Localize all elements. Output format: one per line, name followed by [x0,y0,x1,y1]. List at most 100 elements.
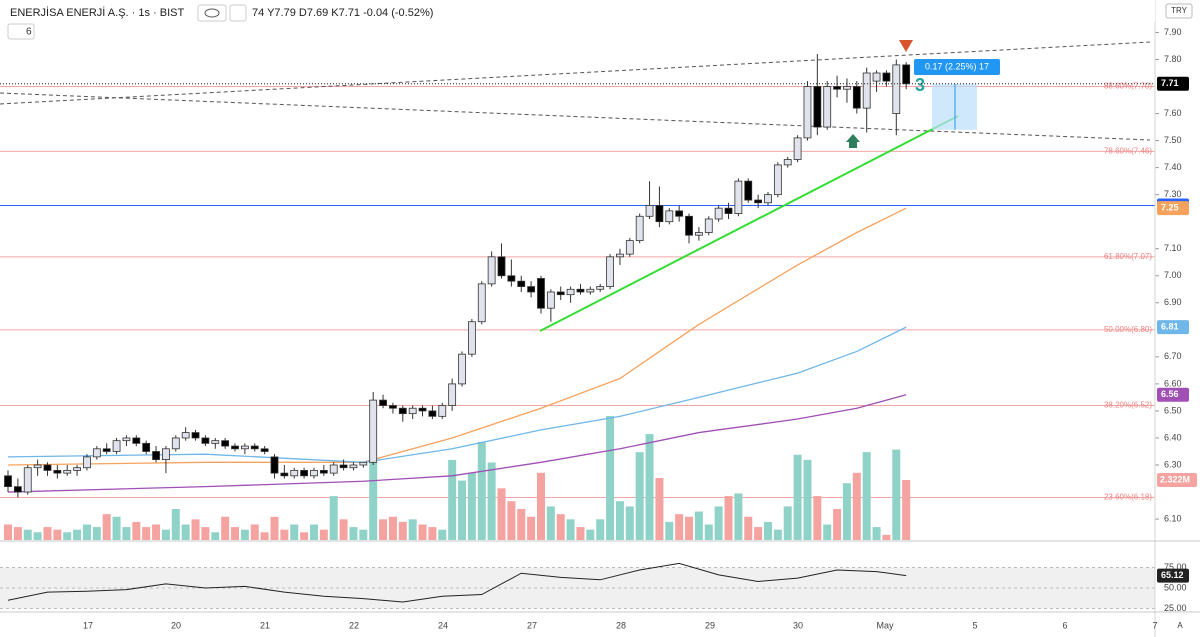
candle-body [467,321,476,355]
eye-icon [204,8,220,18]
candle-body [685,215,693,236]
x-tick-label: 6 [1062,620,1067,630]
volume-bar [615,501,624,540]
fib-label: 23.60%(6.18) [1104,493,1152,502]
candle-body [566,288,575,296]
auto-scale[interactable]: A [1177,621,1183,630]
fib-label: 78.60%(7.46) [1104,147,1152,156]
volume-bar [833,508,842,540]
candle-body [596,286,605,290]
volume-bar [902,480,911,540]
candle-body [191,432,200,439]
candle-body [882,72,891,82]
y-tick-label: 6.90 [1164,297,1182,307]
volume-bar [527,516,536,540]
candle-body [902,64,911,85]
candle-body [73,467,81,471]
volume-bar [458,480,467,540]
candle-body [112,440,121,452]
volume-bar [388,516,397,540]
last-price-badge: 7.71 [1161,78,1179,88]
candle-body [497,256,506,277]
candle-body [892,64,901,114]
candle-body [872,72,881,82]
volume-bar [191,519,200,540]
candle-body [162,448,170,460]
candle-body [793,137,802,160]
volume-bar [309,524,318,540]
volume-bar [606,415,615,540]
trend-channel-upper [0,41,1151,105]
fib-label: 50.00%(6.80) [1104,325,1152,334]
volume-bar [714,506,723,540]
volume-bar [250,524,259,540]
volume-bar [349,527,358,540]
symbol-title[interactable]: ENERJİSA ENERJİ A.Ş. · 1s · BIST [10,6,184,19]
x-tick-label: 24 [438,620,448,630]
currency-box[interactable] [1165,3,1193,19]
ma-badge: 7.25 [1161,203,1179,213]
indicators-toggle[interactable] [7,23,35,40]
volume-bar [862,452,871,540]
indicator-count: 6 [26,27,32,38]
ma-badge: 6.81 [1161,322,1179,332]
volume-bar [260,532,269,540]
eye-button[interactable] [197,4,227,22]
candle-body [458,353,466,385]
candle-body [379,399,387,406]
up-arrow [846,134,860,142]
ma-badge-bg [1157,320,1189,335]
volume-bar [734,493,743,540]
candle-body [645,205,654,217]
moving-average [7,394,907,493]
volume-bar [872,527,881,540]
candle-body [477,283,486,323]
candle-body [438,405,447,417]
volume-bar [507,501,516,540]
volume-bar [329,496,338,540]
candle-body [152,451,160,460]
last-price-badge-bg [1157,76,1189,91]
settings-button[interactable] [229,4,247,22]
volume-bar [586,529,595,540]
volume-bar [783,506,792,540]
candle-body [181,432,190,439]
candle-body [773,164,782,196]
volume-bar [576,527,585,540]
support-trendline [539,115,959,332]
rsi-tick-label: 25.00 [1164,603,1187,613]
volume-bar [231,527,240,540]
candle-body [813,86,822,128]
y-tick-label: 7.10 [1164,243,1182,253]
volume-bar [448,459,457,540]
volume-badge-bg [1157,473,1197,487]
x-tick-label: 5 [972,620,977,630]
volume-bar [635,452,644,540]
volume-bar [842,483,851,540]
candle-body [339,464,348,469]
candle-body [704,218,713,233]
x-tick-label: 29 [705,620,715,630]
candle-body [389,405,397,409]
volume-bar [211,532,220,540]
y-tick-label: 6.60 [1164,378,1182,388]
volume-bar [240,529,249,540]
y-tick-label: 6.10 [1164,513,1182,523]
volume-bar [556,514,565,540]
volume-bar [596,519,605,540]
candle-body [734,180,743,214]
candle-body [92,448,101,458]
rsi-tick-label: 50.00 [1164,582,1187,592]
y-tick-label: 6.70 [1164,351,1182,361]
rsi-line [7,562,907,603]
volume-bar [379,519,388,540]
volume-bar [23,529,32,540]
candle-body [63,470,72,474]
volume-bar [398,521,407,540]
candle-body [408,407,417,415]
volume-bar [724,496,733,540]
volume-bar [694,511,703,540]
rsi-badge-bg [1157,568,1189,583]
volume-bar [142,527,151,540]
y-tick-label: 6.30 [1164,459,1182,469]
